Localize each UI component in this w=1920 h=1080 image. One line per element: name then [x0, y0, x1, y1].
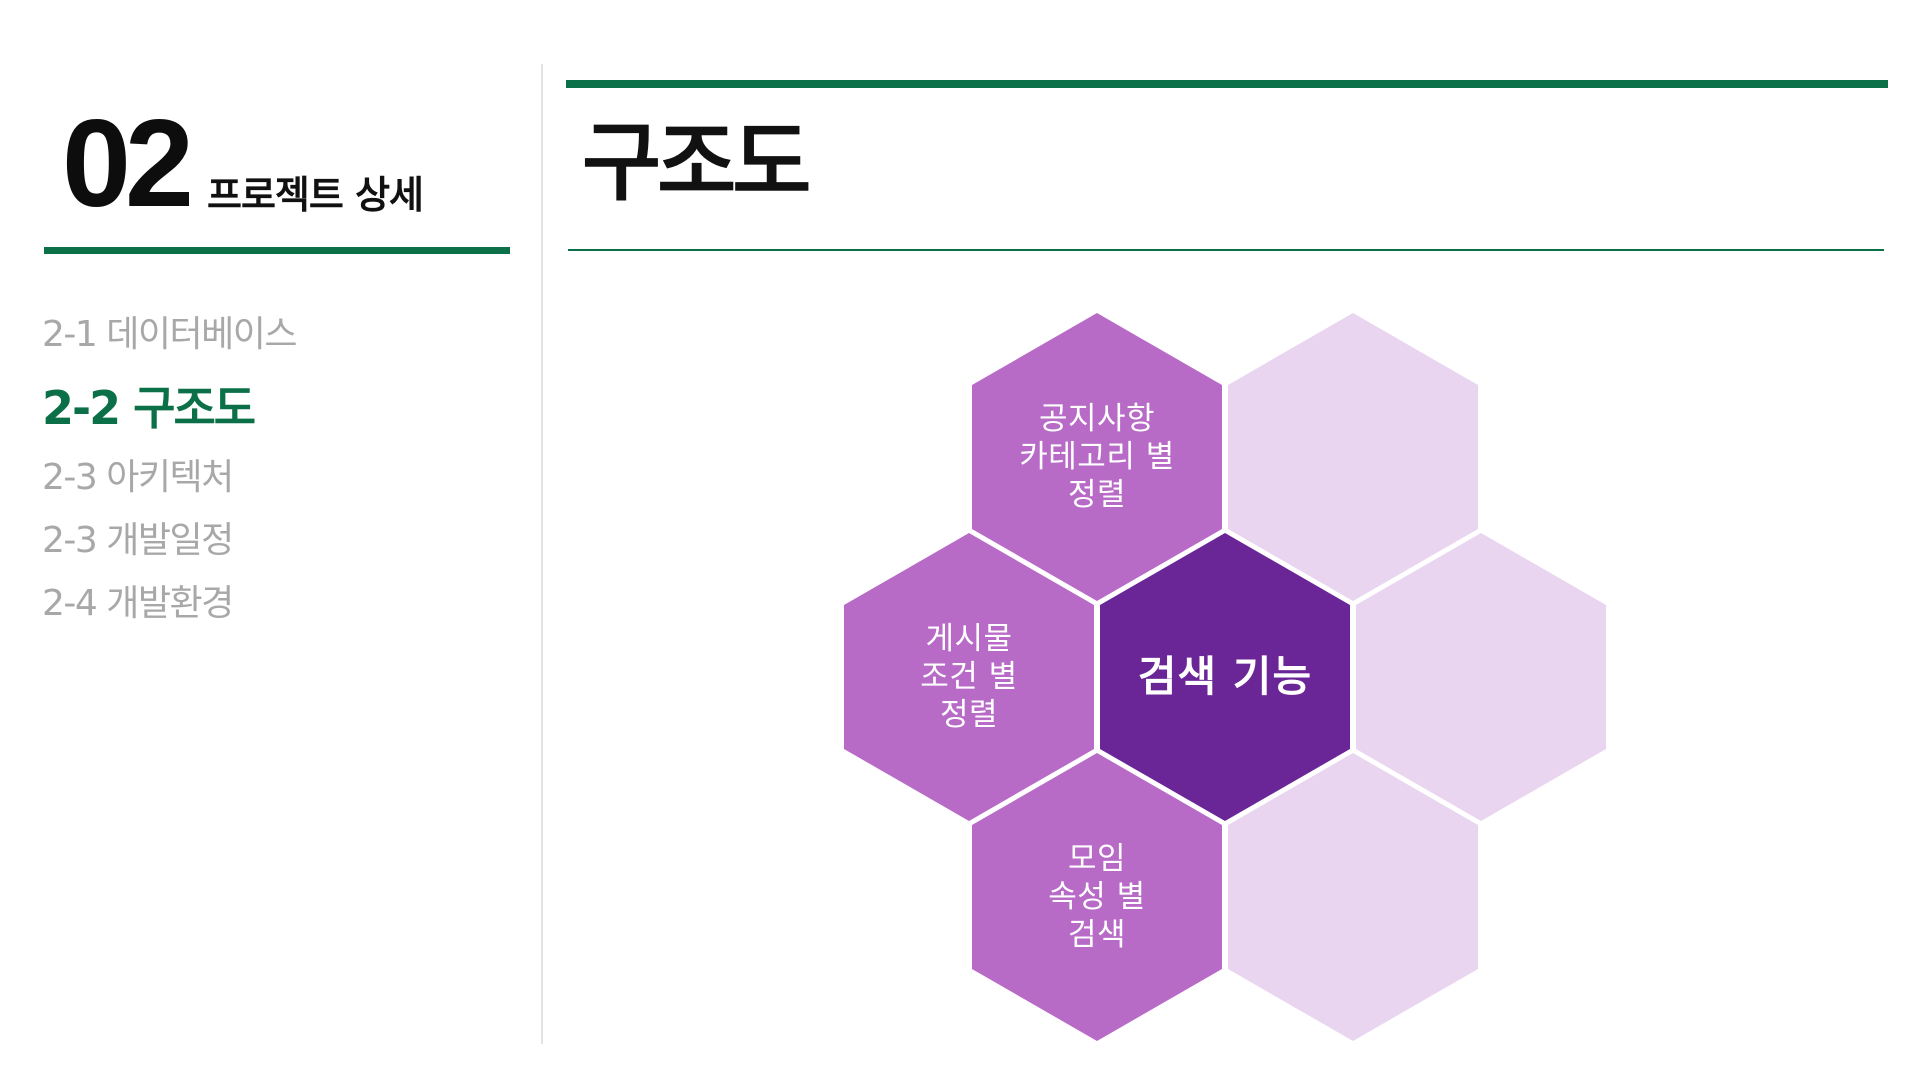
section-number: 02 — [62, 95, 194, 233]
nav-item-environment[interactable]: 2-4 개발환경 — [42, 583, 234, 624]
title-bottom-rule — [568, 249, 1884, 251]
nav-item-schedule[interactable]: 2-3 개발일정 — [42, 520, 234, 561]
title-top-rule — [566, 80, 1888, 88]
page-title: 구조도 — [582, 113, 811, 213]
hex-bottom-label: 모임 속성 별 검색 — [1048, 841, 1146, 953]
hex-center-label: 검색 기능 — [1137, 652, 1313, 701]
hex-top-label: 공지사항 카테고리 별 정렬 — [1019, 401, 1175, 513]
section-underline — [44, 247, 510, 254]
hex-left-label: 게시물 조건 별 정렬 — [920, 621, 1018, 733]
vertical-divider — [541, 64, 543, 1044]
hex-diagram: 공지사항 카테고리 별 정렬 게시물 조건 별 정렬 검색 기능 모임 속성 별… — [844, 313, 1606, 1043]
section-title: 프로젝트 상세 — [207, 173, 424, 217]
nav-item-architecture[interactable]: 2-3 아키텍처 — [42, 457, 234, 498]
nav-item-database[interactable]: 2-1 데이터베이스 — [42, 314, 297, 355]
nav-item-structure[interactable]: 2-2 구조도 — [42, 381, 256, 435]
